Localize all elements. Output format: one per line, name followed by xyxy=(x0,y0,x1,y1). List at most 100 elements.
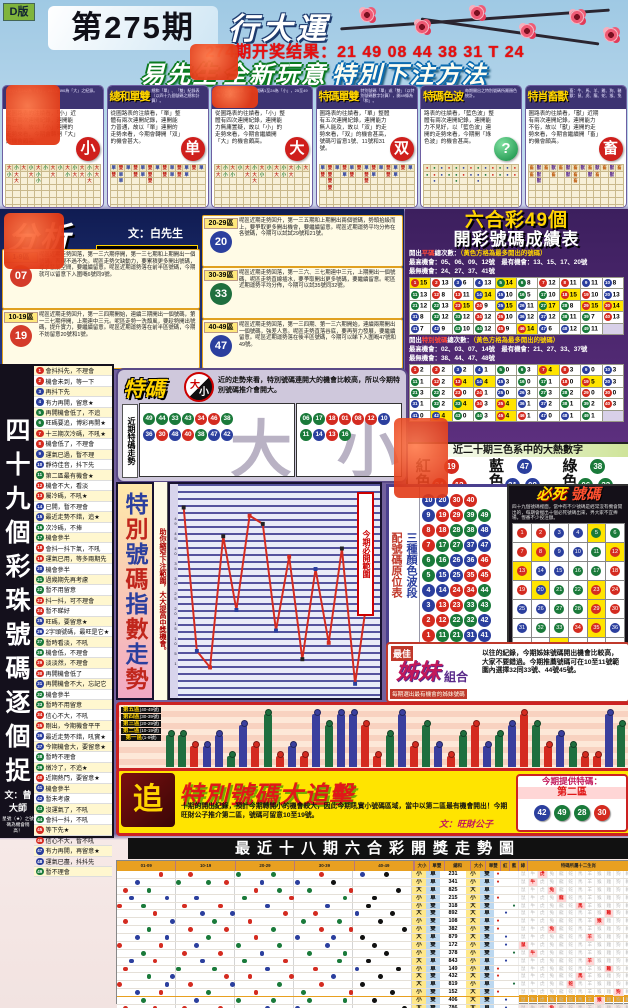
zodiac-cell: 兔 xyxy=(546,989,557,996)
number-ball: 9 xyxy=(582,279,591,288)
grid-cell xyxy=(26,177,36,185)
zodiac-cell: 猴 xyxy=(594,949,604,957)
draw-dot xyxy=(206,879,211,885)
dead-cell: 7 xyxy=(512,541,532,562)
grid-cell xyxy=(279,196,288,205)
score-cell: 20 13 xyxy=(601,288,624,301)
grid-cell xyxy=(318,196,327,205)
score-cell: 12 8 xyxy=(430,288,453,301)
bottom-row: 大單 825 大單鼠牛虎兔龍蛇馬羊猴雞狗豬 xyxy=(117,886,628,895)
ball-list-text: 運氣已用，等多兩期先 xyxy=(45,556,107,564)
zodiac-cell: 豬 xyxy=(622,894,628,902)
number-ball: 35 xyxy=(496,400,505,409)
grid-cell xyxy=(131,196,140,205)
grid-cell xyxy=(153,203,162,207)
title-char: 指 xyxy=(122,592,148,617)
bar-dot xyxy=(399,709,407,716)
grid-cell: 單 xyxy=(167,170,177,179)
score-cell: 17 10 xyxy=(537,288,560,301)
score-cell: 4 13 xyxy=(473,276,496,290)
draw-dot xyxy=(372,998,378,1003)
zodiac-cell: 馬 xyxy=(575,934,585,941)
big-small-text: 近的走勢來看，特別號碼連開大的機會比較高，所以今期特別號碼推介會開大。 xyxy=(218,377,400,394)
grid-cell xyxy=(452,196,461,205)
draw-dot xyxy=(164,935,170,940)
grid-cell xyxy=(77,183,87,192)
draw-dot xyxy=(402,927,407,932)
grid-cell xyxy=(549,177,558,185)
grid-cell: 小 xyxy=(235,164,245,172)
panel-grid-row: 雙雙 xyxy=(318,177,415,185)
draw-dot-area xyxy=(117,1004,412,1008)
zodiac-cell: 猴 xyxy=(594,886,604,894)
grid-cell xyxy=(235,203,245,207)
grid-cell xyxy=(167,177,177,185)
grid-cell xyxy=(153,177,162,185)
draw-dot xyxy=(324,903,330,909)
panel-title-bar: 特肖畜獸 畜：牛、馬、羊、雞、狗、豬 獸：鼠、虎、龍、蛇、猴、兔 xyxy=(525,86,626,109)
color-dot-cell xyxy=(510,918,518,926)
sisters-text: 以往的紀錄，今期姊妹號碼開出機會比較高，大家不要錯過。今期推薦號碼可在10至11… xyxy=(482,650,620,675)
grid-cell xyxy=(77,203,87,207)
draw-dot xyxy=(312,911,318,917)
number-ball: 18 xyxy=(36,544,44,552)
zone-text: 呢區近期走勢回升，第一三五期和上期開出兩個號碼，勢頭拾級而上，要爭取更多開出機會… xyxy=(239,218,396,238)
grid-cell xyxy=(527,196,536,205)
grid-cell xyxy=(301,183,311,192)
number-ball: 46 xyxy=(36,836,44,845)
zodiac-cell: 鼠 xyxy=(518,871,528,878)
number-ball: 8 xyxy=(560,279,569,288)
grid-cell xyxy=(607,190,617,198)
grid-cell xyxy=(235,170,245,179)
bottom-col-label: 紅 xyxy=(500,861,509,871)
zodiac-cell: 鼠 xyxy=(518,1004,528,1008)
zodiac-cell: 龍 xyxy=(556,941,566,949)
byline-text: 文：曾大師 xyxy=(4,790,32,813)
number-ball: 30 xyxy=(609,603,620,614)
grid-cell: 小 xyxy=(85,170,94,179)
zodiac-cell: 龍 xyxy=(556,878,566,886)
number-ball: 30 xyxy=(36,669,44,678)
number-ball: 10 xyxy=(378,413,390,425)
ball-list-item: 25 旺碼，要留意★ xyxy=(34,616,112,627)
ball-list-item: 5 再開機會低了，不追 xyxy=(34,407,112,419)
grid-cell: 單 xyxy=(333,164,342,172)
grid-cell xyxy=(340,203,349,207)
dead-cell: 26 xyxy=(530,598,551,619)
blossom-icon xyxy=(470,6,484,20)
draw-dot xyxy=(128,958,134,964)
grid-cell: 小 xyxy=(279,164,288,172)
number-ball: 49 xyxy=(582,324,591,333)
color-dot-cell xyxy=(494,997,502,1004)
score-body: 開出平碼總次數：（黃色方格為最多開出的號碼） 最高機會：05、06、09、12號 … xyxy=(405,249,628,422)
ball-list-item: 37 今期機會大，要留意★ xyxy=(34,741,112,753)
grid-cell xyxy=(124,183,133,192)
grid-cell xyxy=(542,190,551,198)
offer-ball: 30 xyxy=(594,805,610,821)
number-ball: 21 xyxy=(36,575,44,584)
yy-big: 大 xyxy=(190,380,200,391)
draw-dot xyxy=(194,942,199,948)
grid-cell xyxy=(503,183,512,192)
dead-cell: 20 xyxy=(530,579,551,600)
grid-cell xyxy=(600,190,609,198)
score-cell: 33 4 xyxy=(451,398,475,411)
grid-cell xyxy=(549,190,558,198)
dead-title-b: 號碼 xyxy=(570,486,601,503)
panel-grid: 大小大小大小大小大小大小大大小小大大小大小大大 xyxy=(213,164,311,207)
grid-cell xyxy=(488,203,497,207)
grid-cell xyxy=(556,196,566,205)
number-ball: 10 xyxy=(36,460,44,469)
zone-bar xyxy=(336,709,346,767)
number-ball: 9 xyxy=(582,366,591,375)
draw-dot xyxy=(372,942,378,948)
number-ball: 7 xyxy=(36,429,44,438)
ball-list-item: 13 屬冷碼，不吼★ xyxy=(34,491,112,502)
grid-cell xyxy=(19,183,28,192)
grid-cell xyxy=(406,190,415,198)
grid-cell xyxy=(160,183,169,192)
flag-cell: 小 xyxy=(412,894,426,902)
ball-list-text: 屬冷碼，不吼★ xyxy=(45,493,88,501)
ball-list-item: 45 等下先★ xyxy=(34,825,112,836)
